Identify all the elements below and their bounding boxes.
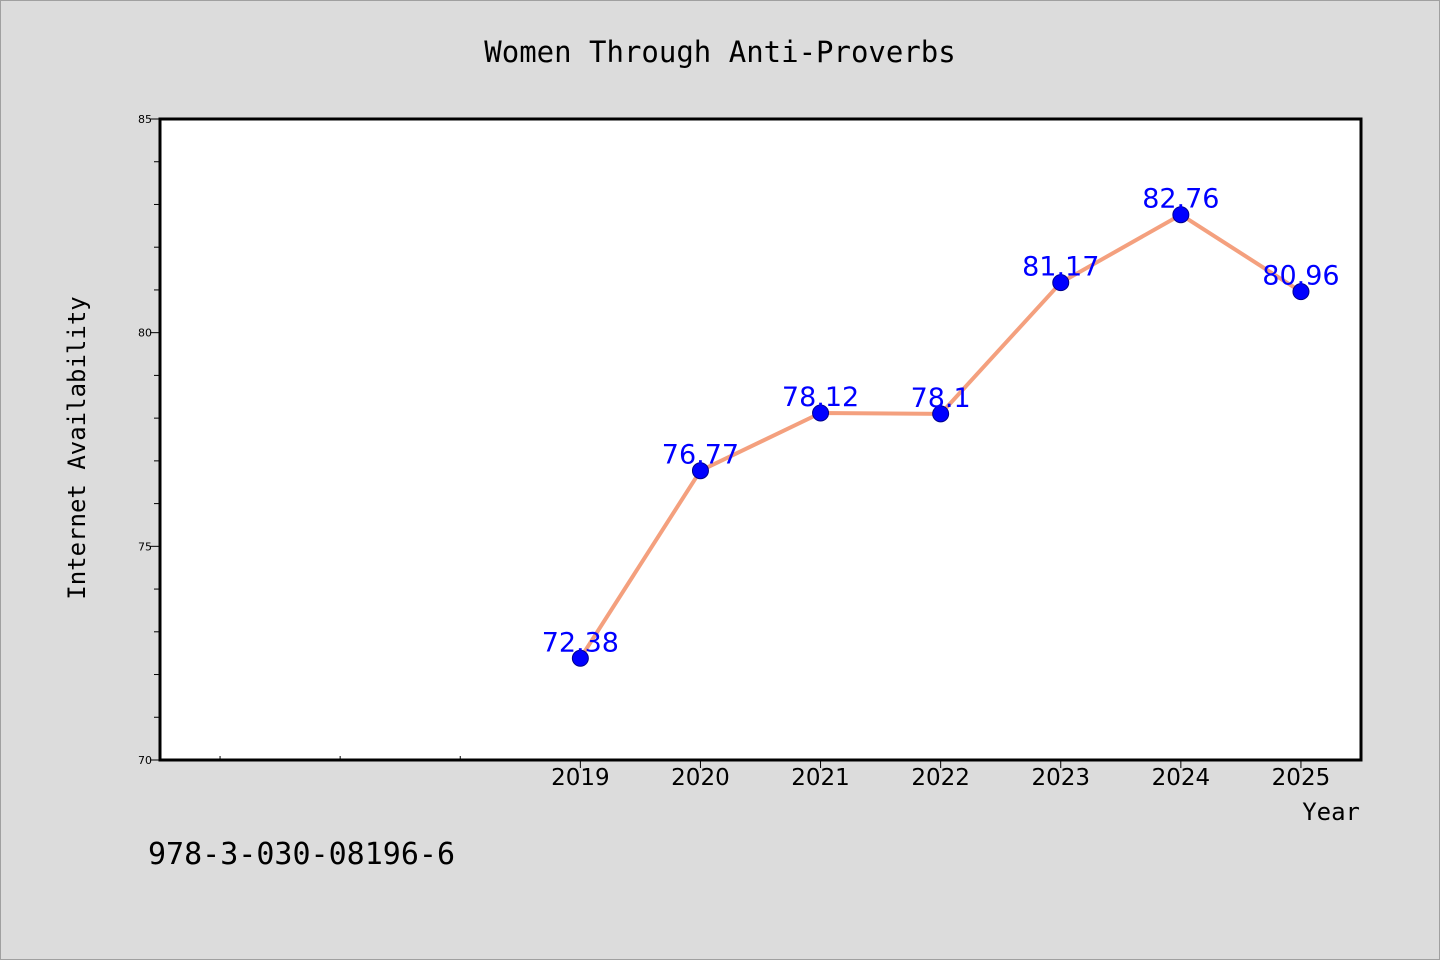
data-label: 80.96	[1262, 261, 1339, 292]
data-label: 78.12	[782, 382, 859, 413]
y-axis-label: Internet Availability	[63, 296, 91, 599]
footer-isbn-text: 978-3-030-08196-6	[148, 837, 455, 872]
data-label: 82.76	[1142, 184, 1219, 215]
data-point	[932, 405, 950, 423]
data-point	[1052, 274, 1070, 292]
x-tick-label: 2024	[1152, 765, 1211, 791]
x-axis: 2019 2020 2021 2022 2023 2024 2025	[219, 756, 1331, 791]
y-tick-label: 85	[138, 113, 152, 126]
y-tick-label: 80	[138, 327, 152, 340]
chart-title: Women Through Anti-Proverbs	[484, 35, 955, 69]
data-point	[571, 649, 589, 667]
x-axis-label: Year	[1302, 798, 1360, 826]
data-point	[1172, 206, 1190, 224]
y-tick-label: 75	[138, 540, 152, 553]
x-tick-label: 2019	[551, 765, 610, 791]
x-tick-label: 2023	[1031, 765, 1090, 791]
x-tick-label: 2020	[671, 765, 730, 791]
data-label: 76.77	[662, 440, 739, 471]
series-group: 72.38 76.77 78.12 78.1 81.17 82.76 80.96	[542, 184, 1340, 667]
data-point	[691, 462, 709, 480]
data-label: 78.1	[911, 383, 971, 414]
x-tick-label: 2025	[1272, 765, 1331, 791]
y-tick-label: 70	[138, 754, 152, 767]
x-tick-label: 2022	[911, 765, 970, 791]
x-tick-label: 2021	[791, 765, 850, 791]
data-label: 81.17	[1022, 252, 1099, 283]
data-point	[812, 404, 830, 422]
y-axis: 70 75 80 85	[138, 113, 160, 767]
data-label: 72.38	[542, 627, 619, 658]
data-point	[1292, 283, 1310, 301]
